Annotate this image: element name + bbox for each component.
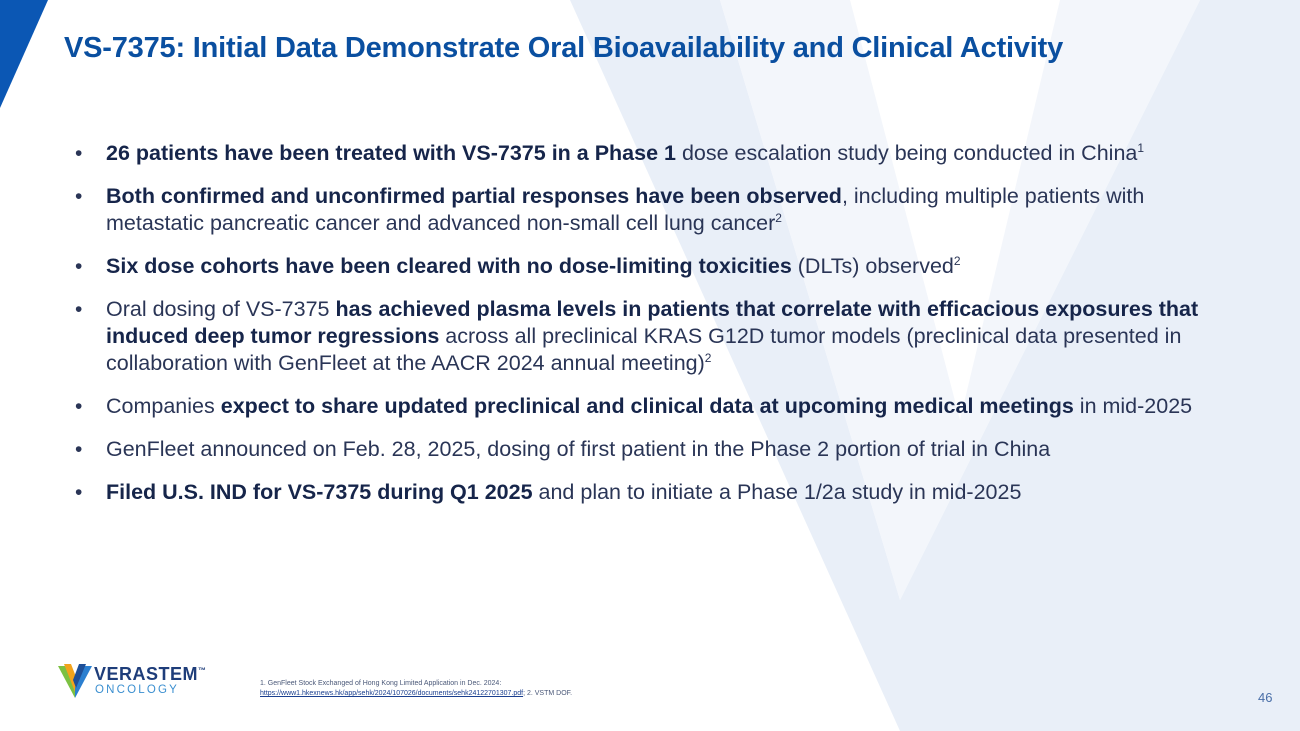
footnote-line-1: 1. GenFleet Stock Exchanged of Hong Kong… [260,680,502,687]
bullet-marker: • [75,255,83,278]
bullet-marker: • [75,142,83,165]
bullet-list: • 26 patients have been treated with VS-7… [75,140,1235,522]
footnote-ref: 2 [775,210,782,225]
chevron-watermark-inner [720,0,1200,600]
bullet-item: • 26 patients have been treated with VS-7… [75,140,1235,167]
bullet-bold-text: 26 patients have been treated with VS-73… [106,141,676,165]
footnote-ref: 1 [1137,140,1145,155]
footnote-link[interactable]: https://www1.hkexnews.hk/app/sehk/2024/1… [260,690,524,697]
bullet-bold-text: expect to share updated preclinical and … [220,394,1074,418]
bullet-bold-text: Both confirmed and unconfirmed partial r… [106,184,842,208]
bullet-text: in mid-2025 [1073,394,1193,418]
bullet-bold-text: Filed U.S. IND for VS-7375 during Q1 202… [106,480,533,504]
bullet-marker: • [75,395,83,418]
page-number: 46 [1258,690,1273,705]
slide-title: VS-7375: Initial Data Demonstrate Oral B… [64,32,1064,64]
bullet-marker: • [75,438,83,461]
bullet-text: Companies [106,394,221,418]
bullet-text: , including multiple patients with metas… [106,184,1145,235]
chevron-watermark [570,0,1300,731]
bullet-bold-text: has achieved plasma levels in patients t… [106,297,1199,348]
bullet-text: dose escalation study being conducted in… [675,141,1138,165]
bullet-item: • Oral dosing of VS-7375 has achieved pla… [75,296,1235,377]
bullet-marker: • [75,185,83,208]
corner-accent [0,0,48,108]
bullet-text: Oral dosing of VS-7375 [106,297,336,321]
footnote-suffix: ; 2. VSTM DOF. [523,690,573,697]
bullet-item: • GenFleet announced on Feb. 28, 2025, do… [75,436,1235,463]
verastem-logo: VERASTEM™ ONCOLOGY [58,662,228,702]
bullet-marker: • [75,481,83,504]
bullet-text: GenFleet announced on Feb. 28, 2025, dos… [106,437,1051,461]
logo-trademark: ™ [198,666,207,675]
footnote-ref: 2 [953,253,961,268]
verastem-v-icon [58,664,92,698]
bullet-item: • Companies expect to share updated precl… [75,393,1235,420]
bullet-marker: • [75,298,83,321]
bullet-item: • Filed U.S. IND for VS-7375 during Q1 20… [75,479,1235,506]
logo-wordmark-text: VERASTEM [94,664,199,684]
bullet-text: across all preclinical KRAS G12D tumor m… [106,324,1182,375]
footnote-line-2: https://www1.hkexnews.hk/app/sehk/2024/1… [260,689,572,699]
logo-wordmark: VERASTEM™ [94,664,207,685]
bullet-item: • Six dose cohorts have been cleared with… [75,253,1235,280]
bullet-text: (DLTs) observed [791,254,954,278]
footnote-ref: 2 [704,350,712,365]
logo-subtitle: ONCOLOGY [95,684,180,696]
bullet-text: and plan to initiate a Phase 1/2a study … [532,480,1022,504]
bullet-item: • Both confirmed and unconfirmed partial … [75,183,1235,237]
footnotes: 1. GenFleet Stock Exchanged of Hong Kong… [260,679,572,699]
bullet-bold-text: Six dose cohorts have been cleared with … [106,254,792,278]
